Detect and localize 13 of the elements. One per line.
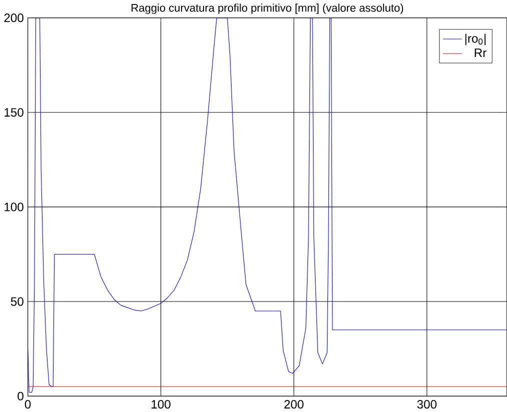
legend-label: Rr	[474, 48, 486, 57]
y-tick-label: 200	[4, 13, 24, 22]
x-tick-label: 0	[24, 400, 31, 408]
x-tick-label: 200	[284, 400, 304, 408]
y-tick-label: 100	[4, 202, 24, 212]
x-tick-label: 300	[417, 400, 437, 408]
y-tick-label: 0	[18, 392, 24, 400]
line-series	[28, 18, 507, 392]
legend-label: |ro$_{0}$|	[465, 34, 486, 46]
x-tick-label: 100	[152, 400, 170, 408]
y-tick-label: 150	[4, 108, 24, 117]
y-tick-label: 50	[10, 297, 24, 306]
chart-title: Raggio curvatura profilo primitivo [mm] (valore assoluto)	[132, 4, 404, 14]
